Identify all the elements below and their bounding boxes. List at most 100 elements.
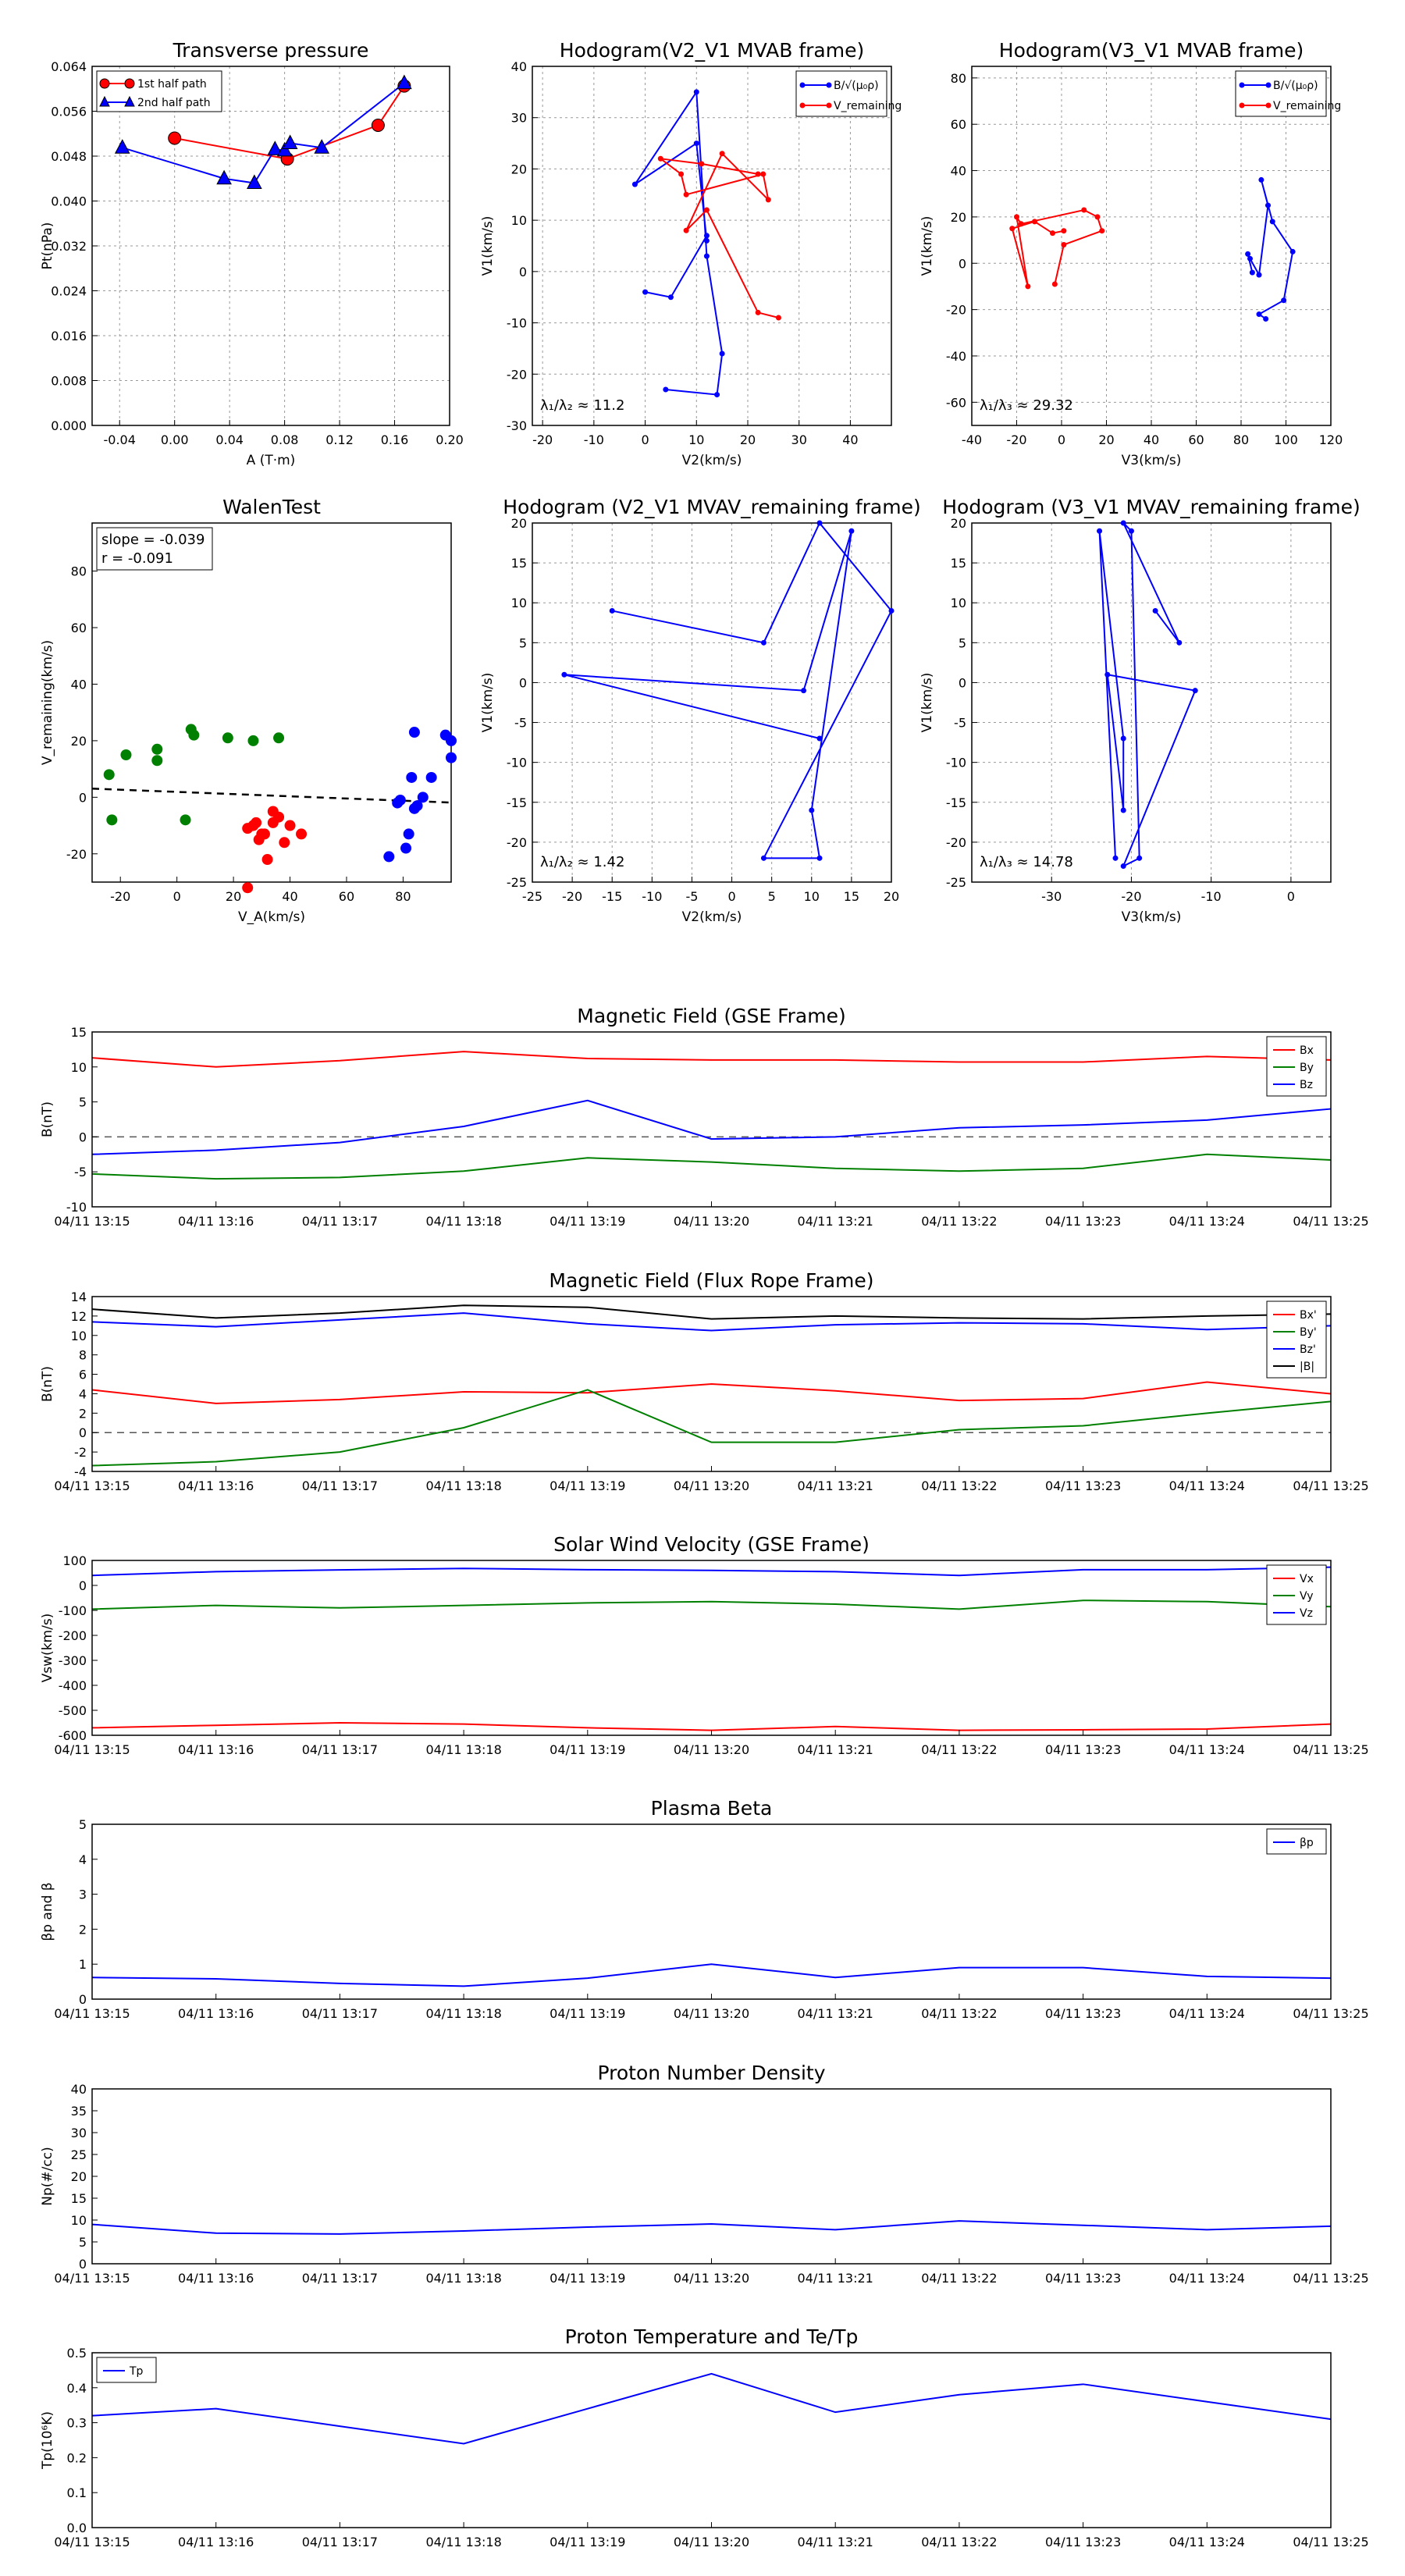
x-tick-label: 60	[339, 889, 354, 904]
x-tick-label: 04/11 13:20	[674, 2271, 749, 2286]
x-tick-label: 04/11 13:21	[798, 1478, 873, 1493]
x-tick-label: 0	[173, 889, 181, 904]
x-tick-label: 40	[1144, 432, 1159, 447]
y-tick-label: 60	[71, 621, 87, 635]
y-tick-label: -100	[59, 1603, 87, 1618]
x-axis-label: A (T·m)	[247, 453, 296, 468]
legend: B/√(μ₀ρ) V_remaining	[795, 70, 902, 117]
data-point	[284, 820, 296, 831]
y-tick-label: 0.3	[67, 2416, 87, 2431]
chart-title: Solar Wind Velocity (GSE Frame)	[553, 1533, 870, 1556]
y-tick-label: -500	[59, 1703, 87, 1718]
legend-label: Bz'	[1300, 1343, 1316, 1356]
x-tick-label: 04/11 13:21	[798, 2006, 873, 2021]
x-tick-label: 04/11 13:25	[1293, 1478, 1368, 1493]
y-tick-label: 60	[951, 117, 966, 132]
y-tick-label: -2	[74, 1445, 87, 1460]
x-tick-label: 20	[226, 889, 241, 904]
x-tick-label: 04/11 13:19	[550, 1478, 625, 1493]
legend-label: Vx	[1300, 1573, 1314, 1585]
y-tick-label: 0	[519, 265, 527, 279]
data-point	[1247, 255, 1253, 262]
x-tick-label: 04/11 13:16	[178, 1214, 254, 1229]
y-tick-label: 0.5	[67, 2346, 87, 2361]
series-line-βp	[91, 1963, 1332, 1987]
plot-frame	[532, 522, 892, 883]
x-tick-label: 04/11 13:17	[302, 2271, 378, 2286]
x-tick-label: 04/11 13:23	[1045, 2535, 1121, 2549]
y-tick-label: -200	[59, 1628, 87, 1643]
data-point	[816, 520, 823, 526]
x-tick-label: 10	[688, 432, 704, 447]
x-tick-label: 04/11 13:21	[798, 1742, 873, 1757]
x-tick-label: -10	[584, 432, 604, 447]
y-tick-label: 15	[511, 556, 527, 571]
plot-frame	[91, 1031, 1332, 1208]
data-point	[1094, 214, 1101, 220]
y-tick-label: 8	[79, 1348, 87, 1363]
data-point	[1256, 311, 1262, 318]
data-point	[425, 771, 437, 783]
data-point	[180, 814, 191, 826]
data-point	[888, 607, 895, 614]
data-point	[273, 811, 285, 823]
y-tick-label: 0	[519, 675, 527, 690]
x-axis-label: V3(km/s)	[1122, 453, 1182, 468]
stats-line: r = -0.091	[101, 550, 173, 567]
y-tick-label: 40	[71, 2082, 87, 2097]
y-axis-label: B(nT)	[40, 1101, 55, 1137]
x-tick-label: 04/11 13:16	[178, 2535, 254, 2549]
x-tick-label: 40	[282, 889, 297, 904]
y-tick-label: 10	[511, 596, 527, 610]
data-point	[683, 191, 689, 197]
data-point	[120, 749, 132, 761]
x-tick-label: 0.00	[161, 432, 189, 447]
x-tick-label: 04/11 13:19	[550, 2535, 625, 2549]
x-tick-label: 0.08	[271, 432, 299, 447]
x-tick-label: 04/11 13:20	[674, 1478, 749, 1493]
data-point	[1269, 219, 1275, 225]
data-point	[408, 727, 420, 738]
legend-marker	[99, 95, 110, 107]
chart-title: WalenTest	[222, 496, 321, 518]
data-point	[1289, 248, 1296, 254]
y-tick-label: -4	[74, 1464, 87, 1479]
y-tick-label: -25	[946, 875, 966, 890]
x-tick-label: -20	[1006, 432, 1026, 447]
data-point	[1245, 251, 1251, 257]
data-point	[1281, 297, 1287, 304]
data-point	[755, 309, 761, 315]
data-point	[703, 237, 710, 244]
data-point	[1112, 855, 1119, 861]
data-point	[400, 842, 412, 854]
y-tick-label: 0.024	[51, 284, 87, 299]
x-tick-label: 04/11 13:25	[1293, 2271, 1368, 2286]
data-point	[151, 743, 163, 755]
data-point	[383, 851, 395, 863]
data-point	[760, 639, 767, 646]
x-tick-label: 80	[1233, 432, 1249, 447]
x-tick-label: 04/11 13:24	[1169, 1214, 1245, 1229]
data-point	[1136, 855, 1143, 861]
legend-marker	[1239, 82, 1245, 88]
y-tick-label: 20	[71, 734, 87, 749]
data-point	[247, 174, 262, 189]
data-point	[216, 169, 232, 185]
series-line-Np	[91, 2220, 1332, 2235]
ratio-annotation: λ₁/λ₂ ≈ 11.2	[540, 397, 624, 414]
y-tick-label: -20	[946, 303, 966, 318]
x-tick-label: 04/11 13:24	[1169, 2535, 1245, 2549]
y-tick-label: 5	[79, 2235, 87, 2250]
x-tick-label: 60	[1188, 432, 1204, 447]
x-tick-label: 04/11 13:17	[302, 2535, 378, 2549]
y-tick-label: 35	[71, 2104, 87, 2119]
x-tick-label: 04/11 13:15	[54, 1742, 130, 1757]
y-tick-label: -20	[507, 835, 527, 850]
plot-frame	[91, 2088, 1332, 2265]
x-tick-label: 120	[1319, 432, 1343, 447]
data-point	[296, 828, 308, 840]
series-line-|B|	[91, 1304, 1332, 1320]
x-tick-label: 04/11 13:20	[674, 2006, 749, 2021]
data-point	[703, 233, 710, 239]
